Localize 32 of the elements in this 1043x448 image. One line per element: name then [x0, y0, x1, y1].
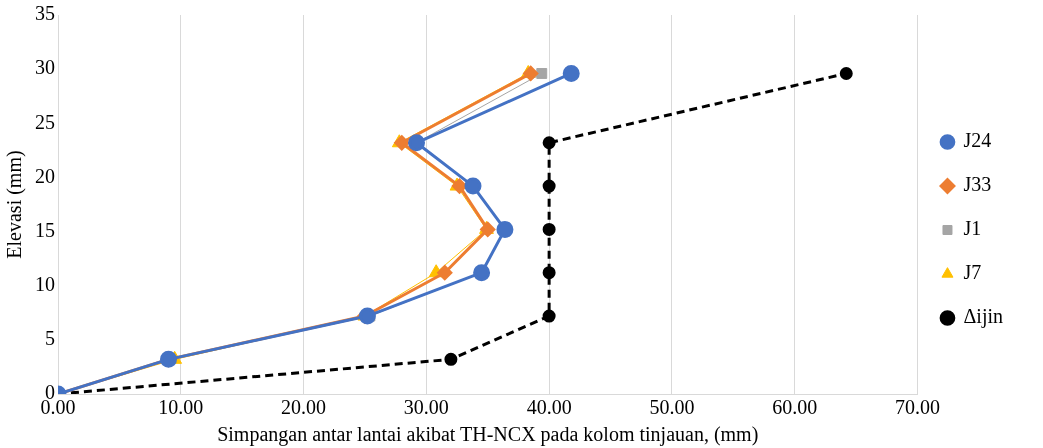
point	[542, 136, 556, 150]
y-tick-label: 25	[35, 110, 55, 133]
legend-label: Δijin	[963, 305, 1003, 329]
y-tick-label: 10	[35, 272, 55, 295]
y-tick-label: 30	[35, 56, 55, 79]
point	[444, 352, 458, 366]
point	[408, 134, 426, 152]
y-axis-title: Elevasi (mm)	[3, 150, 27, 259]
point	[542, 266, 556, 280]
legend-label: J1	[963, 217, 982, 240]
y-tick-label: 35	[35, 2, 55, 25]
x-tick-label: 20.00	[281, 396, 327, 419]
y-tick-label: 15	[35, 218, 55, 241]
x-tick-label: 40.00	[526, 396, 572, 419]
x-tick-label: 60.00	[772, 396, 818, 419]
point	[542, 179, 556, 193]
x-tick-label: 30.00	[403, 396, 449, 419]
point	[542, 222, 556, 236]
point	[542, 309, 556, 323]
x-tick-label: 70.00	[894, 396, 940, 419]
x-tick-label: 10.00	[158, 396, 204, 419]
legend-label: J7	[963, 261, 982, 284]
point	[536, 68, 548, 79]
legend-label: J24	[963, 129, 992, 152]
legend-label: J33	[963, 173, 992, 196]
x-axis-title: Simpangan antar lantai akibat TH-NCX pada kolom tinjauan, (mm)	[217, 423, 759, 447]
y-tick-label: 20	[35, 164, 55, 187]
point	[839, 66, 853, 80]
y-tick-label: 5	[45, 327, 55, 350]
point	[437, 265, 453, 281]
x-tick-label: 50.00	[649, 396, 695, 419]
point	[562, 64, 580, 82]
